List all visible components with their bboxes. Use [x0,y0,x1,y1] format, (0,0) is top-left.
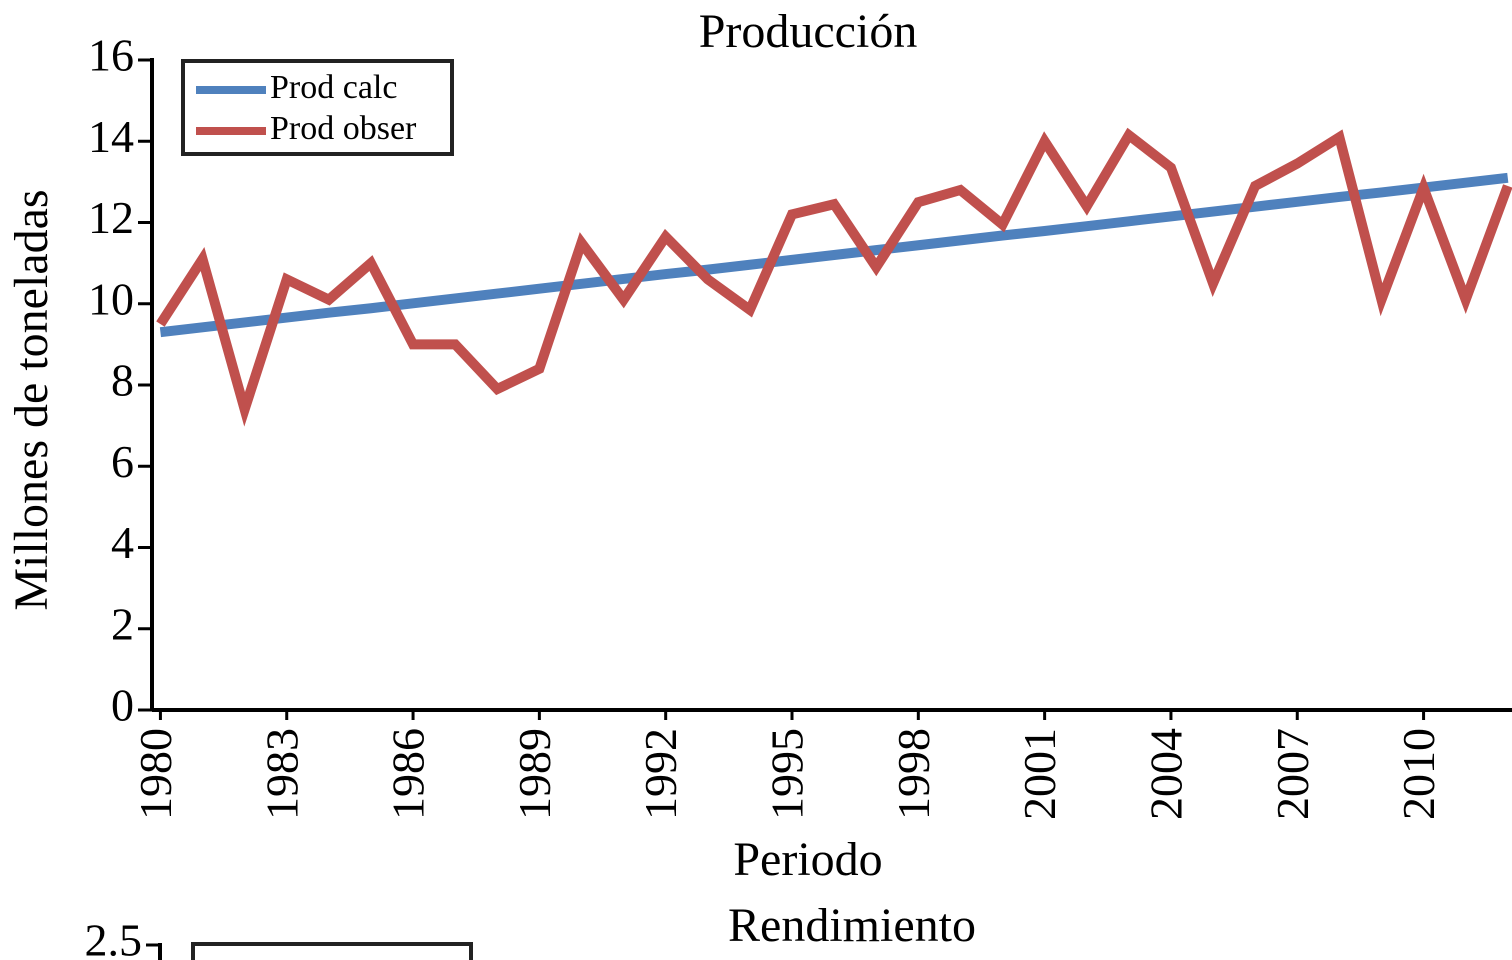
y-tick-label: 12 [88,192,134,243]
chart-title: Rendimiento [728,899,976,952]
x-tick-label: 2007 [1267,728,1318,820]
x-tick-label: 2001 [1014,728,1065,820]
x-tick-label: 1983 [256,728,307,820]
y-tick-label: 4 [111,517,134,568]
x-tick-label: 1980 [130,728,181,820]
y-tick-label: 2.5 [85,915,143,960]
legend-label: Prod calc [270,69,397,106]
x-tick-label: 1995 [762,728,813,820]
y-tick-label: 16 [88,30,134,81]
y-tick-label: 0 [111,680,134,731]
x-tick-label: 1989 [509,728,560,820]
legend-box [181,59,454,156]
y-tick-label: 8 [111,355,134,406]
legend-label: Prod obser [270,110,417,147]
y-tick-label: 2 [111,598,134,649]
chart-title: Producción [699,5,918,58]
y-axis-label: Millones de toneladas [5,189,58,610]
y-tick-label: 14 [88,111,134,162]
x-tick-label: 1992 [635,728,686,820]
series-line [159,172,1509,338]
x-tick-label: 1998 [888,728,939,820]
series-line [156,127,1512,427]
x-tick-label: 2004 [1141,728,1192,820]
y-tick-label: 10 [88,273,134,324]
x-tick-label: 1986 [383,728,434,820]
legend-box [191,942,473,960]
y-tick-label: 6 [111,436,134,487]
x-axis-label: Periodo [733,833,882,886]
x-tick-label: 2010 [1393,728,1444,820]
